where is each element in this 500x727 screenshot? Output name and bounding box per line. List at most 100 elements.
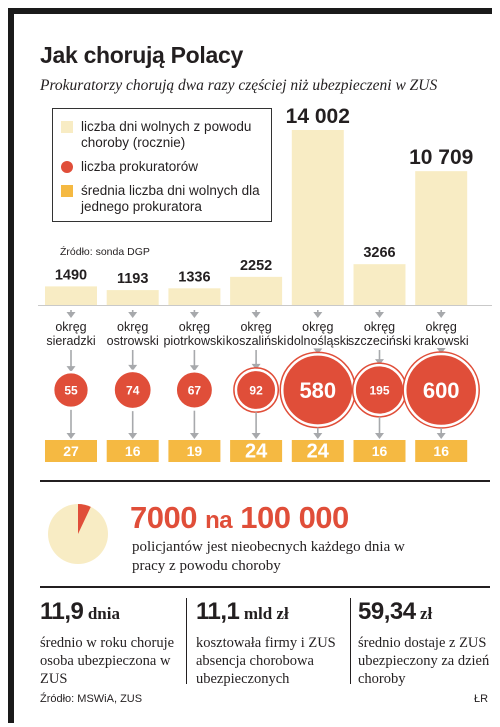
stat-separator-2 [350, 598, 351, 684]
author-initials: ŁR [474, 693, 489, 705]
avg-box-5 [353, 440, 406, 462]
avg-box-1 [106, 440, 159, 462]
category-label-line1-6: okręg [426, 320, 457, 334]
arrow-label-circle-3-head [251, 363, 261, 370]
category-label-line1-5: okręg [364, 320, 395, 334]
pie-num-left: 7000 [130, 500, 197, 535]
arrow-bar-label-2-head [189, 312, 199, 318]
arrow-label-circle-0-head [66, 366, 76, 373]
avg-value-label-4: 24 [307, 441, 330, 463]
avg-value-label-6: 16 [433, 443, 449, 459]
avg-box-2 [168, 440, 221, 462]
category-label-line2-4: dolnośląski [287, 334, 349, 348]
arrow-circle-avg-2-head [189, 433, 199, 439]
bar-value-label-4: 14 002 [286, 105, 350, 128]
arrow-circle-avg-1-head [128, 433, 138, 439]
arrow-label-circle-2-head [189, 365, 199, 372]
circle-value-label-3: 92 [249, 383, 263, 397]
pie-description: policjantów jest nieobecnych każdego dni… [132, 539, 405, 574]
circle-value-label-6: 600 [423, 378, 460, 403]
category-label-line2-2: piotrkowski [163, 334, 225, 348]
stat-2-description: kosztowała firmy i ZUS absencja chorobow… [196, 635, 336, 687]
circle-value-label-0: 55 [64, 383, 78, 397]
category-label-line2-5: szczeciński [348, 334, 411, 348]
circle-prosecutors-2 [174, 370, 215, 410]
stat-1-unit: dnia [87, 604, 120, 623]
arrow-bar-label-0-head [66, 312, 76, 318]
category-label-line2-6: krakowski [414, 334, 469, 348]
avg-box-6 [415, 440, 468, 462]
arrow-bar-label-1-head [128, 312, 138, 318]
avg-value-label-2: 19 [187, 443, 203, 459]
arrow-bar-label-3-head [251, 312, 261, 318]
stat-3-description: średnio dostaje z ZUS ubezpieczony za dz… [358, 635, 490, 687]
circle-value-label-2: 67 [188, 383, 202, 397]
bar-value-label-0: 1490 [55, 267, 87, 283]
bar-days-0 [45, 286, 97, 305]
bar-days-5 [353, 264, 406, 305]
bar-days-3 [230, 276, 283, 305]
category-label-line1-3: okręg [240, 320, 271, 334]
bar-days-1 [106, 290, 159, 305]
frame-corner-horizontal [8, 8, 492, 14]
frame-corner-vertical [8, 8, 14, 723]
category-label-line1-1: okręg [117, 320, 148, 334]
avg-box-0 [45, 440, 97, 462]
legend-label-prosecutors: liczba prokuratorów [81, 159, 199, 174]
arrow-circle-avg-4-head [313, 433, 323, 439]
category-label-line1-0: okręg [55, 320, 86, 334]
circle-prosecutors-0 [51, 370, 91, 410]
pie-chart [48, 504, 108, 564]
legend-item-prosecutors: liczba prokuratorów [61, 159, 266, 175]
arrow-label-circle-4-head [313, 348, 323, 355]
bar-days-2 [168, 288, 221, 305]
arrow-bar-label-5-head [375, 312, 384, 318]
chart-legend: liczba dni wolnych z powodu choroby (roc… [52, 108, 272, 222]
arrow-circle-avg-6-head [436, 433, 446, 439]
category-label-line2-1: ostrowski [107, 334, 159, 348]
circle-value-label-1: 74 [126, 383, 140, 397]
bar-value-label-3: 2252 [240, 258, 272, 274]
legend-swatch-days [61, 121, 73, 133]
arrow-circle-avg-0-head [66, 433, 76, 439]
bar-value-label-6: 10 709 [409, 146, 473, 169]
stat-2-value: 11,1 [196, 598, 240, 625]
stat-2: 11,1 mld zł kosztowała firmy i ZUS absen… [196, 598, 346, 688]
pie-highlight-slice [78, 504, 91, 534]
stat-3-value: 59,34 [358, 598, 416, 625]
bar-value-label-2: 1336 [178, 269, 210, 285]
avg-value-label-0: 27 [63, 443, 79, 459]
legend-label-days: liczba dni wolnych z powodu choroby (roc… [81, 119, 252, 150]
stat-1-description: średnio w roku choruje osoba ubezpieczon… [40, 635, 175, 687]
stat-separator-1 [186, 598, 187, 684]
avg-box-3 [230, 440, 283, 462]
bar-value-label-1: 1193 [117, 271, 148, 287]
bar-days-6 [415, 171, 468, 305]
section-divider-bottom [40, 586, 490, 588]
circle-prosecutors-3 [234, 368, 278, 412]
arrow-bar-label-6-head [436, 312, 446, 318]
arrow-label-circle-1-head [128, 364, 138, 371]
pie-num-right: 100 000 [240, 500, 349, 535]
stat-3: 59,34 zł średnio dostaje z ZUS ubezpiecz… [358, 598, 493, 688]
legend-item-average: średnia liczba dni wolnych dla jednego p… [61, 183, 266, 215]
arrow-circle-avg-3-head [251, 433, 261, 439]
avg-value-label-1: 16 [125, 443, 141, 459]
bar-value-label-5: 3266 [363, 245, 395, 261]
legend-label-average: średnia liczba dni wolnych dla jednego p… [81, 183, 260, 214]
avg-value-label-3: 24 [245, 441, 268, 463]
pie-headline: 7000 na 100 000 [130, 500, 349, 536]
category-label-line1-2: okręg [179, 320, 210, 334]
avg-box-4 [291, 440, 344, 462]
page-title: Jak chorują Polacy [40, 42, 243, 68]
legend-swatch-prosecutors [61, 161, 73, 173]
section-divider-top [40, 480, 490, 482]
stat-1: 11,9 dnia średnio w roku choruje osoba u… [40, 598, 180, 688]
category-label-line1-4: okręg [302, 320, 333, 334]
circle-prosecutors-1 [112, 369, 154, 411]
stat-3-unit: zł [420, 604, 433, 623]
circle-prosecutors-6 [403, 352, 479, 428]
arrow-label-circle-5-head [375, 359, 384, 366]
circle-value-label-5: 195 [369, 383, 389, 397]
